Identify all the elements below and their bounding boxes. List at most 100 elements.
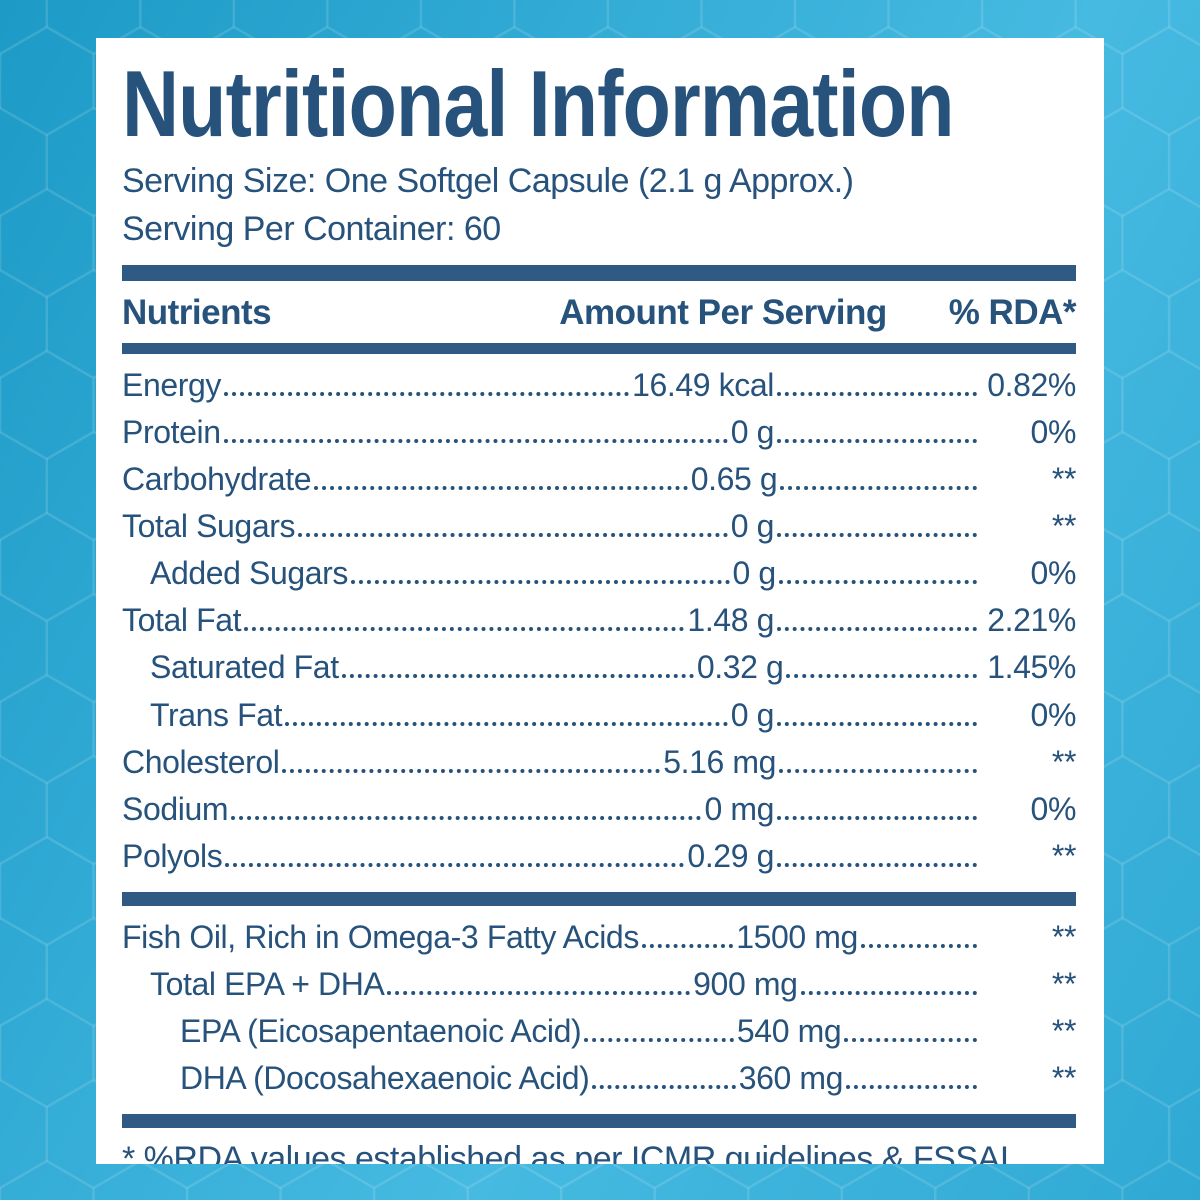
nutrient-label: Total EPA + DHA bbox=[150, 965, 385, 1002]
nutrient-rda: 0% bbox=[1030, 414, 1077, 451]
nutrient-amount: 1500 mg bbox=[736, 918, 858, 955]
nutrient-rda: ** bbox=[1051, 918, 1077, 955]
nutrient-label: Polyols bbox=[122, 837, 223, 874]
leader-dots bbox=[314, 486, 688, 491]
footnote-rda-established: * %RDA values established as per ICMR gu… bbox=[122, 1139, 1009, 1164]
nutrient-amount: 900 mg bbox=[693, 965, 798, 1002]
table-row: Trans Fat 0 g 0% bbox=[122, 692, 1076, 739]
table-row: Total EPA + DHA 900 mg ** bbox=[122, 961, 1076, 1008]
nutrient-label: Energy bbox=[122, 367, 221, 404]
nutrient-rda: 2.21% bbox=[987, 602, 1076, 639]
leader-dots bbox=[846, 1084, 977, 1089]
nutrients-table: Energy 16.49 kcal 0.82% Protein 0 g 0% C… bbox=[122, 354, 1076, 879]
nutrient-amount: 0.32 g bbox=[696, 649, 784, 686]
leader-dots bbox=[351, 580, 730, 585]
table-row: EPA (Eicosapentaenoic Acid) 540 mg ** bbox=[122, 1008, 1076, 1055]
nutrient-amount: 1.48 g bbox=[687, 602, 774, 639]
leader-dots bbox=[860, 943, 977, 948]
leader-dots bbox=[592, 1084, 736, 1089]
table-row: Polyols 0.29 g ** bbox=[122, 833, 1076, 880]
nutrient-rda: 0% bbox=[1030, 555, 1077, 592]
leader-dots bbox=[584, 1037, 734, 1042]
nutrient-amount: 0 g bbox=[730, 414, 775, 451]
serving-size-text: Serving Size: One Softgel Capsule (2.1 g… bbox=[122, 161, 854, 200]
divider-bar-top bbox=[122, 265, 1076, 282]
table-row: DHA (Docosahexaenoic Acid) 360 mg ** bbox=[122, 1055, 1076, 1102]
divider-bar-middle bbox=[122, 891, 1076, 906]
leader-dots bbox=[224, 392, 630, 397]
table-row: Added Sugars 0 g 0% bbox=[122, 550, 1076, 597]
leader-dots bbox=[777, 627, 977, 632]
nutrient-amount: 16.49 kcal bbox=[632, 367, 774, 404]
page-title: Nutritional Information bbox=[122, 51, 954, 156]
leader-dots bbox=[777, 439, 977, 444]
table-row: Carbohydrate 0.65 g ** bbox=[122, 456, 1076, 503]
leader-dots bbox=[282, 768, 661, 773]
table-row: Cholesterol 5.16 mg ** bbox=[122, 739, 1076, 786]
leader-dots bbox=[779, 768, 977, 773]
nutrient-label: Added Sugars bbox=[150, 555, 349, 592]
table-row: Total Fat 1.48 g 2.21% bbox=[122, 597, 1076, 644]
nutrient-amount: 0.29 g bbox=[687, 837, 774, 874]
nutrient-rda: ** bbox=[1051, 837, 1077, 874]
nutrient-label: Protein bbox=[122, 414, 221, 451]
nutrient-rda: 0.82% bbox=[987, 367, 1076, 404]
leader-dots bbox=[641, 943, 734, 948]
nutrient-label: EPA (Eicosapentaenoic Acid) bbox=[180, 1012, 582, 1049]
column-header-amount: Amount Per Serving bbox=[559, 293, 887, 333]
table-row: Protein 0 g 0% bbox=[122, 409, 1076, 456]
leader-dots bbox=[777, 862, 977, 867]
nutrient-rda: ** bbox=[1051, 1059, 1077, 1096]
nutrient-rda: 1.45% bbox=[987, 649, 1076, 686]
nutrient-label: Carbohydrate bbox=[122, 461, 312, 498]
footnotes: * %RDA values established as per ICMR gu… bbox=[122, 1138, 1076, 1164]
nutrient-label: Trans Fat bbox=[150, 696, 283, 733]
table-row: Sodium 0 mg 0% bbox=[122, 786, 1076, 833]
leader-dots bbox=[777, 533, 977, 538]
column-header-rda: % RDA* bbox=[948, 293, 1077, 333]
nutrient-amount: 360 mg bbox=[738, 1059, 844, 1096]
table-row: Saturated Fat 0.32 g 1.45% bbox=[122, 644, 1076, 691]
nutrient-rda: ** bbox=[1051, 1012, 1077, 1049]
column-header-nutrients: Nutrients bbox=[122, 293, 272, 333]
divider-bar-header bbox=[122, 343, 1076, 355]
nutrient-amount: 0 mg bbox=[704, 790, 774, 827]
table-row: Energy 16.49 kcal 0.82% bbox=[122, 362, 1076, 409]
nutrient-rda: ** bbox=[1051, 743, 1077, 780]
nutrient-label: Fish Oil, Rich in Omega-3 Fatty Acids bbox=[122, 918, 639, 955]
divider-bar-bottom bbox=[122, 1113, 1076, 1128]
leader-dots bbox=[298, 533, 728, 538]
nutrient-amount: 0 g bbox=[732, 555, 777, 592]
leader-dots bbox=[341, 674, 694, 679]
table-row: Fish Oil, Rich in Omega-3 Fatty Acids 15… bbox=[122, 914, 1076, 961]
nutrient-amount: 0 g bbox=[730, 508, 775, 545]
leader-dots bbox=[777, 815, 977, 820]
leader-dots bbox=[777, 392, 977, 397]
nutrient-label: Saturated Fat bbox=[150, 649, 339, 686]
table-row: Total Sugars 0 g ** bbox=[122, 503, 1076, 550]
nutrition-label-card: Nutritional Information Serving Size: On… bbox=[96, 38, 1104, 1164]
serving-per-container-text: Serving Per Container: 60 bbox=[122, 210, 501, 249]
nutrient-amount: 540 mg bbox=[736, 1012, 842, 1049]
nutrient-rda: ** bbox=[1051, 965, 1077, 1002]
leader-dots bbox=[786, 674, 977, 679]
table-header-row: Nutrients Amount Per Serving % RDA* bbox=[122, 281, 1077, 343]
leader-dots bbox=[387, 990, 691, 995]
nutrient-amount: 0 g bbox=[730, 696, 775, 733]
fish-oil-table: Fish Oil, Rich in Omega-3 Fatty Acids 15… bbox=[122, 906, 1076, 1102]
nutrient-rda: ** bbox=[1051, 461, 1077, 498]
leader-dots bbox=[777, 721, 977, 726]
nutrient-label: Total Fat bbox=[122, 602, 242, 639]
leader-dots bbox=[780, 486, 977, 491]
nutrient-amount: 5.16 mg bbox=[663, 743, 777, 780]
nutrient-label: Total Sugars bbox=[122, 508, 296, 545]
leader-dots bbox=[800, 990, 977, 995]
leader-dots bbox=[223, 439, 728, 444]
nutrient-rda: 0% bbox=[1030, 790, 1077, 827]
leader-dots bbox=[285, 721, 728, 726]
nutrient-rda: 0% bbox=[1030, 696, 1077, 733]
nutrient-rda: ** bbox=[1051, 508, 1077, 545]
nutrient-amount: 0.65 g bbox=[690, 461, 778, 498]
nutrient-label: Cholesterol bbox=[122, 743, 280, 780]
leader-dots bbox=[844, 1037, 977, 1042]
